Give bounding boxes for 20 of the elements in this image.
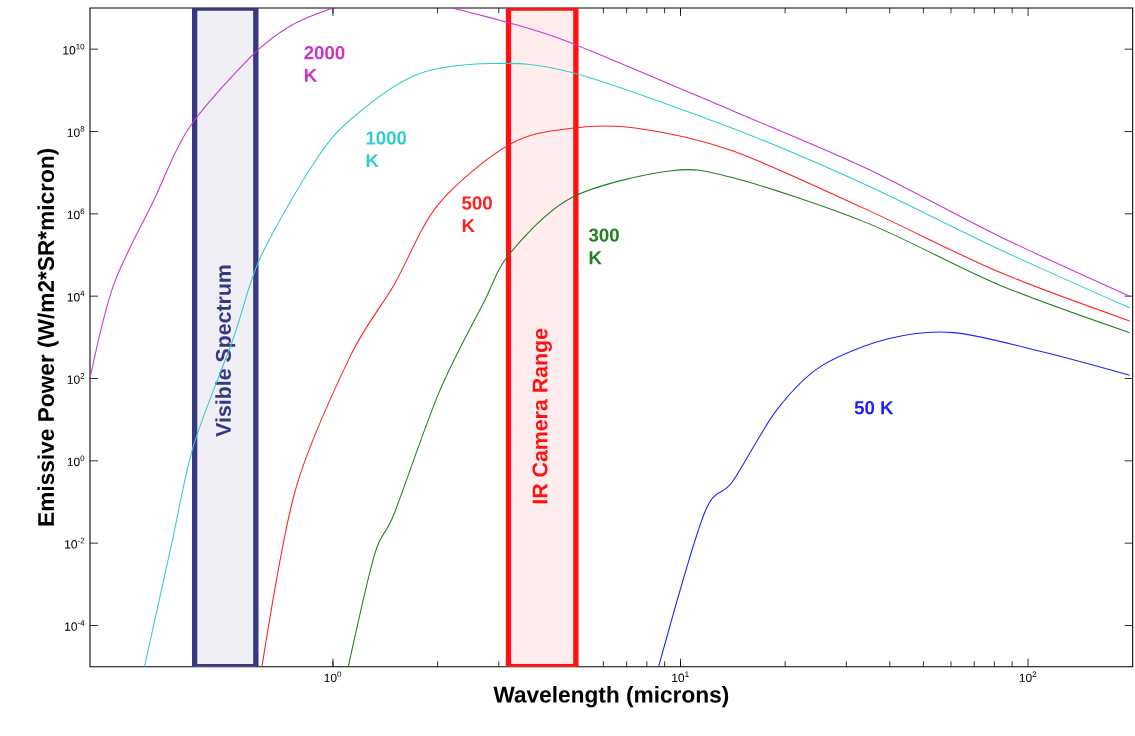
y-tick-label: 10$^{2}$ — [67, 373, 85, 384]
y-tick-label: 10$^{4}$ — [67, 290, 85, 302]
band-label: IR Camera Range — [532, 328, 552, 504]
y-tick-label: 10$^{10}$ — [63, 43, 85, 55]
series-label: 500 K — [462, 196, 492, 233]
x-axis-title: Wavelength (microns) — [493, 686, 729, 708]
y-tick-label: 10$^{0}$ — [67, 455, 85, 467]
y-tick-label: 10$^{-4}$ — [65, 620, 85, 631]
x-tick-label: 10$^{1}$ — [672, 671, 689, 683]
y-tick-label: 10$^{8}$ — [67, 126, 85, 137]
band-label: Visible Spectrum — [215, 265, 236, 437]
series-label: 300 K — [588, 228, 619, 265]
text: 50 K — [854, 401, 894, 415]
x-tick-label: 10$^{2}$ — [1019, 671, 1037, 683]
x-tick-label: 10$^{0}$ — [324, 671, 342, 683]
series-label: 2000 K — [304, 46, 345, 82]
y-axis-title: Emissive Power (W/m2*SR*micron) — [37, 148, 59, 526]
y-tick-label: 10$^{6}$ — [67, 208, 85, 220]
series-label: 1000 K — [366, 131, 407, 168]
y-tick-label: 10$^{-2}$ — [65, 537, 85, 549]
